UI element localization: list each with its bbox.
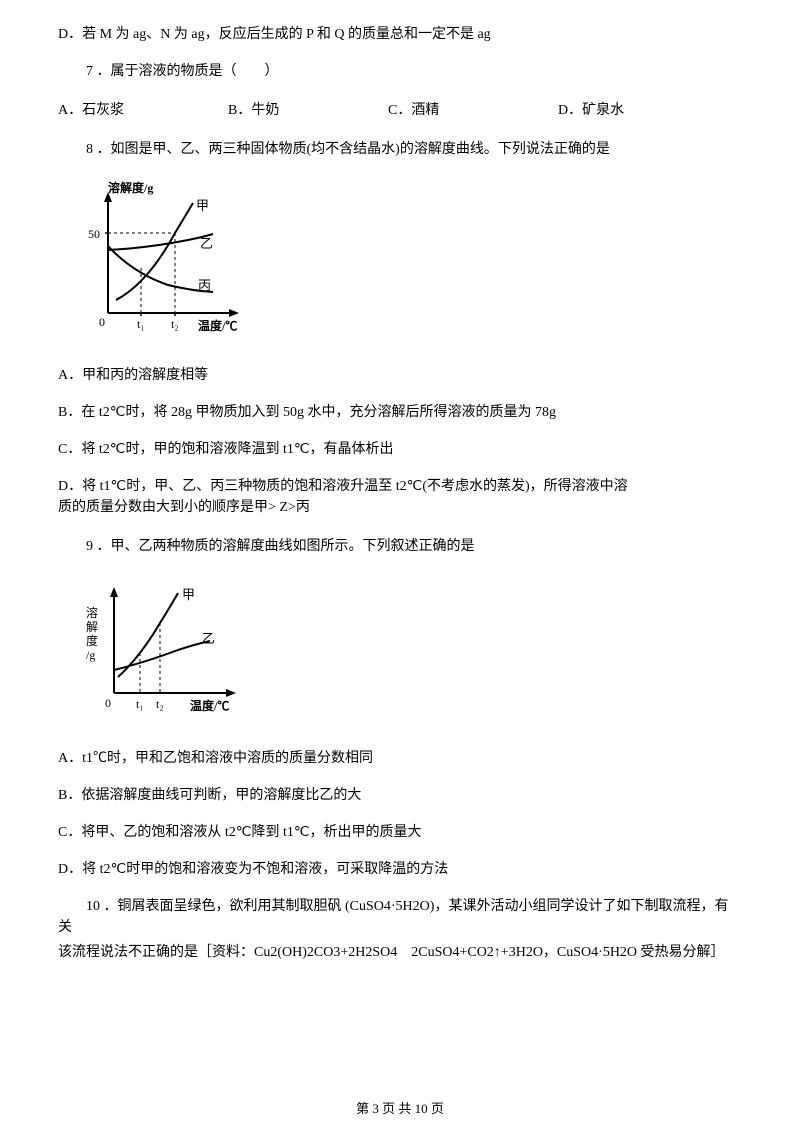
q7-option-b: B．牛奶	[228, 100, 388, 121]
chart1-label-jia: 甲	[196, 198, 209, 213]
chart1-t2: t₂	[171, 317, 179, 331]
y-tick-50: 50	[88, 227, 100, 241]
chart2-y-label-0: 溶	[86, 605, 98, 620]
q9-prompt: 9 ．甲、乙两种物质的溶解度曲线如图所示。下列叙述正确的是	[58, 536, 742, 557]
chart2-t1: t₁	[136, 697, 144, 711]
q8-chart-wrap: 50 溶解度/g 温度/℃ 0 t₁ t₂ 甲 乙 丙	[78, 178, 742, 347]
q8-option-c: C．将 t2℃时，甲的饱和溶液降温到 t1℃，有晶体析出	[58, 439, 742, 460]
q6-option-d: D．若 M 为 ag、N 为 ag，反应后生成的 P 和 Q 的质量总和一定不是…	[58, 24, 742, 45]
solubility-chart-q8: 50 溶解度/g 温度/℃ 0 t₁ t₂ 甲 乙 丙	[78, 178, 253, 340]
q8-option-d-line2: 质的质量分数由大到小的顺序是甲> Z>丙	[58, 497, 742, 518]
chart1-label-bing: 丙	[198, 278, 211, 293]
chart2-label-jia: 甲	[182, 587, 195, 602]
q9-option-d: D．将 t2℃时甲的饱和溶液变为不饱和溶液，可采取降温的方法	[58, 859, 742, 880]
q9-option-a: A．t1℃时，甲和乙饱和溶液中溶质的质量分数相同	[58, 748, 742, 769]
page-footer: 第 3 页 共 10 页	[0, 1099, 800, 1119]
chart2-label-yi: 乙	[202, 631, 215, 646]
q9-option-b: B．依据溶解度曲线可判断，甲的溶解度比乙的大	[58, 785, 742, 806]
chart2-x-label: 温度/℃	[190, 698, 229, 713]
chart2-t2: t₂	[156, 697, 164, 711]
chart2-y-label-2: 度	[86, 633, 98, 648]
q9-chart-wrap: 溶 解 度 /g 温度/℃ 0 t₁ t₂ 甲 乙	[78, 575, 742, 730]
q8-option-a: A．甲和丙的溶解度相等	[58, 365, 742, 386]
q7-option-a: A．石灰浆	[58, 100, 228, 121]
chart1-origin: 0	[99, 315, 105, 329]
chart2-origin: 0	[105, 696, 111, 710]
chart2-y-label-1: 解	[86, 620, 98, 634]
chart2-y-label-3: /g	[86, 648, 95, 662]
q9-option-c: C．将甲、乙的饱和溶液从 t2℃降到 t1℃，析出甲的质量大	[58, 822, 742, 843]
chart1-t1: t₁	[137, 317, 145, 331]
q7-prompt: 7 ．属于溶液的物质是（ ）	[58, 61, 742, 82]
q10-prompt-line2: 该流程说法不正确的是［资料：Cu2(OH)2CO3+2H2SO4 2CuSO4+…	[58, 942, 742, 963]
chart1-y-label: 溶解度/g	[108, 180, 153, 195]
q8-prompt: 8 ．如图是甲、乙、两三种固体物质(均不含结晶水)的溶解度曲线。下列说法正确的是	[58, 139, 742, 160]
solubility-chart-q9: 溶 解 度 /g 温度/℃ 0 t₁ t₂ 甲 乙	[78, 575, 248, 723]
q7-option-d: D．矿泉水	[558, 100, 718, 121]
q10-prompt-line1: 10 ．铜屑表面呈绿色，欲利用其制取胆矾 (CuSO4·5H2O)，某课外活动小…	[58, 896, 742, 938]
q8-option-d: D．将 t1℃时，甲、乙、丙三种物质的饱和溶液升温至 t2℃(不考虑水的蒸发)，…	[58, 476, 742, 518]
q7-options: A．石灰浆 B．牛奶 C．酒精 D．矿泉水	[58, 100, 742, 121]
q7-option-c: C．酒精	[388, 100, 558, 121]
q8-option-d-line1: D．将 t1℃时，甲、乙、丙三种物质的饱和溶液升温至 t2℃(不考虑水的蒸发)，…	[58, 476, 742, 497]
chart1-label-yi: 乙	[200, 236, 213, 251]
chart1-x-label: 温度/℃	[198, 318, 237, 333]
q8-option-b: B．在 t2℃时，将 28g 甲物质加入到 50g 水中，充分溶解后所得溶液的质…	[58, 402, 742, 423]
